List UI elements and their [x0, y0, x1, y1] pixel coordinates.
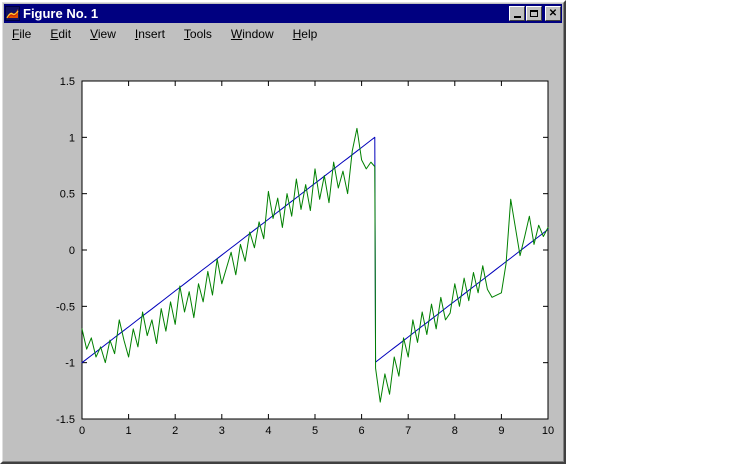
menu-view-mnemonic: V — [90, 26, 98, 41]
x-tick-label: 7 — [405, 425, 411, 437]
figure-window: Figure No. 1 ✕ File Edit View Insert Too… — [0, 0, 566, 464]
x-tick-label: 6 — [359, 425, 365, 437]
menu-edit-mnemonic: E — [50, 26, 59, 41]
y-tick-label: -1.5 — [56, 414, 75, 426]
menu-tools[interactable]: Tools — [184, 27, 212, 41]
menu-edit[interactable]: Edit — [50, 27, 71, 41]
menu-file[interactable]: File — [12, 27, 31, 41]
menu-view[interactable]: View — [90, 27, 116, 41]
x-tick-label: 10 — [542, 425, 554, 437]
window-controls: ✕ — [508, 6, 561, 21]
title-bar[interactable]: Figure No. 1 ✕ — [4, 4, 562, 23]
menu-edit-rest: dit — [58, 26, 72, 41]
window-inner-bevel — [2, 2, 564, 462]
close-icon: ✕ — [548, 8, 558, 19]
close-button[interactable]: ✕ — [545, 6, 561, 21]
x-tick-label: 1 — [126, 425, 132, 437]
y-tick-label: 0 — [69, 245, 75, 257]
menu-help-rest: elp — [301, 26, 318, 41]
y-tick-label: -1 — [65, 358, 75, 370]
menu-file-rest: ile — [19, 26, 32, 41]
y-tick-label: 0.5 — [60, 189, 75, 201]
minimize-icon — [513, 15, 521, 18]
x-tick-label: 3 — [219, 425, 225, 437]
menu-view-rest: iew — [97, 26, 116, 41]
menu-insert-rest: nsert — [138, 26, 165, 41]
series-sawtooth-noisy — [81, 127, 549, 403]
x-tick-label: 2 — [172, 425, 178, 437]
menu-window[interactable]: Window — [231, 27, 274, 41]
menu-file-mnemonic: F — [12, 26, 20, 41]
x-tick-label: 9 — [498, 425, 504, 437]
menu-help-mnemonic: H — [292, 26, 302, 41]
y-tick-label: -0.5 — [56, 301, 75, 313]
menu-tools-mnemonic: T — [183, 26, 190, 41]
menu-window-rest: indow — [242, 26, 274, 41]
menu-help[interactable]: Help — [293, 27, 318, 41]
menu-insert-mnemonic: I — [134, 26, 139, 41]
figure-canvas[interactable]: 0 1 2 3 4 5 6 7 8 9 10 -1.5 -1 -0.5 0 0.5 1 1.5 — [5, 44, 561, 459]
minimize-button[interactable] — [509, 6, 525, 21]
plot-background — [81, 80, 549, 420]
menu-tools-rest: ools — [189, 26, 212, 41]
y-tick-label: 1 — [69, 132, 75, 144]
y-tick-label: 1.5 — [60, 76, 75, 88]
menu-insert[interactable]: Insert — [135, 27, 165, 41]
menu-window-mnemonic: W — [230, 26, 243, 41]
matlab-membrane-icon — [5, 6, 20, 21]
menu-bar: File Edit View Insert Tools Window Help — [5, 24, 561, 43]
maximize-icon — [530, 10, 538, 17]
sawtooth-plot: 0 1 2 3 4 5 6 7 8 9 10 -1.5 -1 -0.5 0 0.5 1 1.5 — [56, 76, 554, 437]
x-tick-label: 5 — [312, 425, 318, 437]
x-tick-label: 4 — [265, 425, 271, 437]
maximize-button[interactable] — [526, 6, 542, 21]
x-tick-label: 0 — [79, 425, 85, 437]
window-title: Figure No. 1 — [23, 6, 99, 21]
x-tick-label: 8 — [452, 425, 458, 437]
